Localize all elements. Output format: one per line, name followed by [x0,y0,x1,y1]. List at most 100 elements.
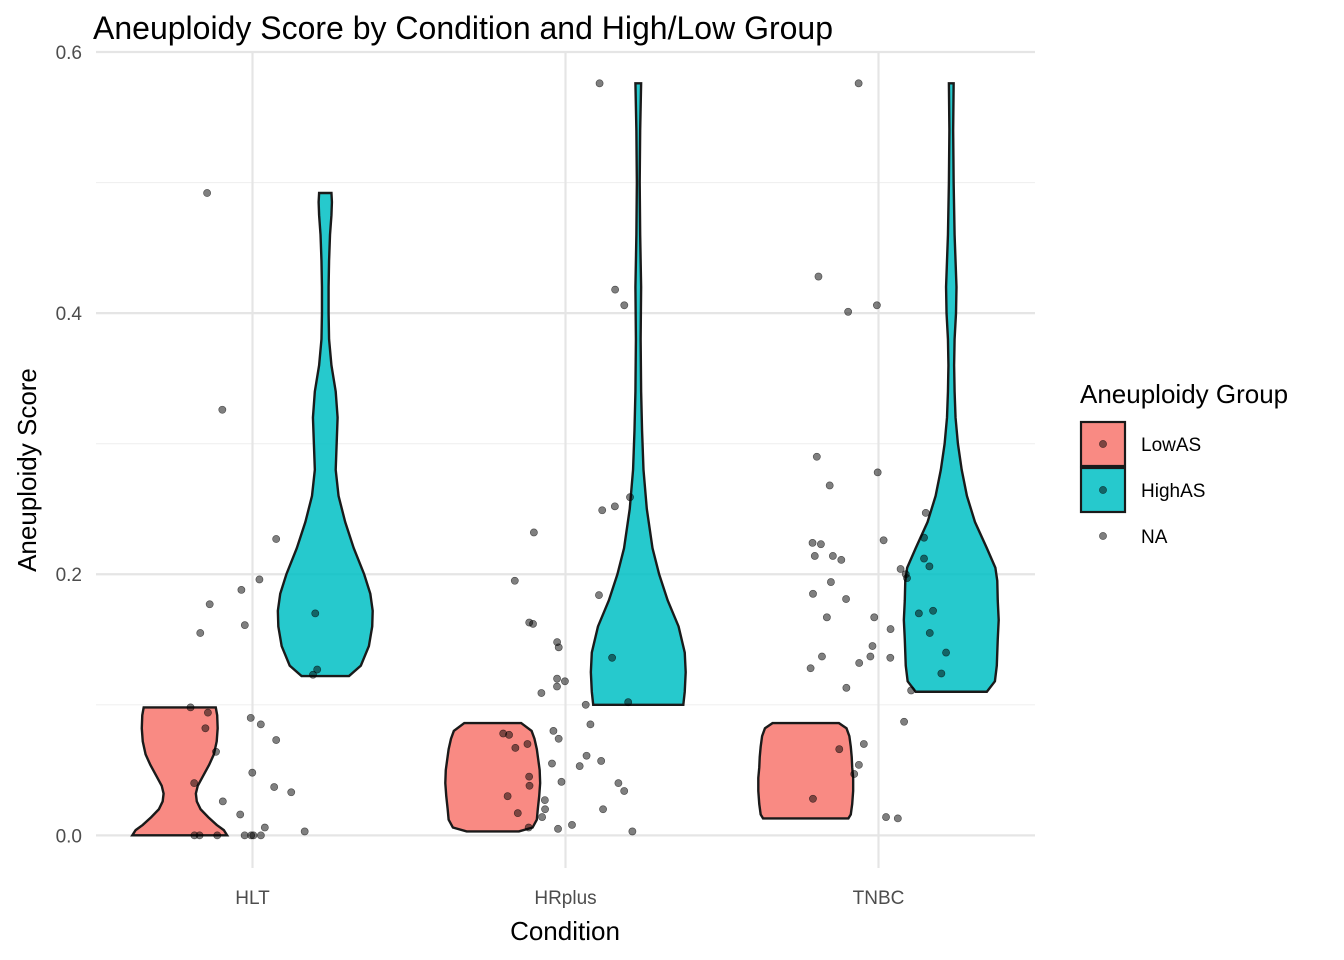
data-point [608,653,617,662]
data-point [599,805,607,814]
data-point [929,606,937,615]
data-point [575,762,584,771]
data-point [942,648,950,657]
data-point [925,629,934,637]
data-point [287,788,296,797]
data-point [256,831,265,840]
data-point [510,576,519,585]
legend-point-icon [1099,486,1107,494]
data-point [525,772,534,781]
data-point [893,814,902,823]
legend: Aneuploidy Group LowAS HighAS NA [1079,379,1288,548]
data-point [879,536,888,545]
data-point [249,831,258,840]
data-point [818,652,826,661]
data-point [859,740,868,748]
data-point [626,493,634,502]
data-point [614,779,623,788]
y-tick-label: 0.2 [56,565,82,586]
data-point [272,535,281,543]
data-point [313,665,322,674]
data-point [812,452,821,461]
data-point [218,797,227,806]
data-point [581,700,590,709]
data-point [503,792,512,801]
legend-label-highas: HighAS [1141,481,1205,502]
data-point [900,717,908,726]
data-point [568,821,576,829]
data-point [554,734,563,743]
data-point [186,703,195,712]
data-point [201,724,210,733]
data-point [920,533,928,542]
data-point [561,677,569,686]
data-point [260,823,269,832]
data-point [270,783,279,791]
data-point [203,189,212,197]
data-point [529,528,538,537]
data-point [914,609,923,618]
data-point [246,713,255,722]
data-point [925,562,934,571]
data-point [213,831,222,840]
violin-lowas-hlt [130,706,230,837]
data-point [595,591,603,600]
data-point [499,729,508,738]
legend-point-icon [1099,532,1107,540]
data-point [541,805,549,814]
data-point [886,625,895,633]
data-point [814,272,823,281]
violin-highas-tnbc [902,82,1000,693]
data-point [872,301,881,310]
data-point [513,809,522,818]
data-point [525,618,534,627]
data-point [190,831,199,840]
x-tick-label: TNBC [853,888,905,909]
data-point [240,831,249,840]
data-point [842,683,851,692]
chart-title: Aneuploidy Score by Condition and High/L… [93,10,833,46]
data-point [554,824,562,833]
violin-highas-hrplus [589,82,687,706]
data-point [808,539,817,547]
x-axis-title: Condition [510,916,620,946]
data-point [854,760,863,769]
legend-label-na: NA [1141,527,1168,548]
data-point [624,698,633,707]
data-point [855,659,864,667]
data-point [549,727,558,735]
data-point [553,674,561,683]
data-point [196,629,205,637]
data-point [921,508,930,517]
data-point [190,779,199,788]
data-point [810,552,819,560]
data-point [548,759,556,768]
data-point [240,621,249,630]
data-point [870,613,879,622]
violin-highas-hlt [276,191,374,678]
data-point [822,613,831,622]
data-point [806,664,815,673]
data-point [300,827,309,836]
x-axis-ticks: HLT HRplus TNBC [235,888,904,909]
data-point [236,810,245,819]
data-point [598,506,607,515]
data-point [248,768,257,777]
data-point [553,682,561,691]
data-point [511,743,520,752]
data-point [920,554,928,563]
legend-point-icon [1099,440,1107,448]
data-point [837,555,846,564]
x-tick-label: HLT [235,888,270,909]
data-point [538,813,547,821]
data-point [212,747,220,756]
data-point [620,787,629,795]
legend-label-lowas: LowAS [1141,435,1201,456]
data-point [524,823,533,832]
y-tick-label: 0.4 [56,304,83,325]
violin-lowas-tnbc [757,721,855,820]
y-axis-ticks: 0.0 0.2 0.4 0.6 [56,43,83,847]
data-point [204,708,212,717]
data-point [525,781,534,790]
